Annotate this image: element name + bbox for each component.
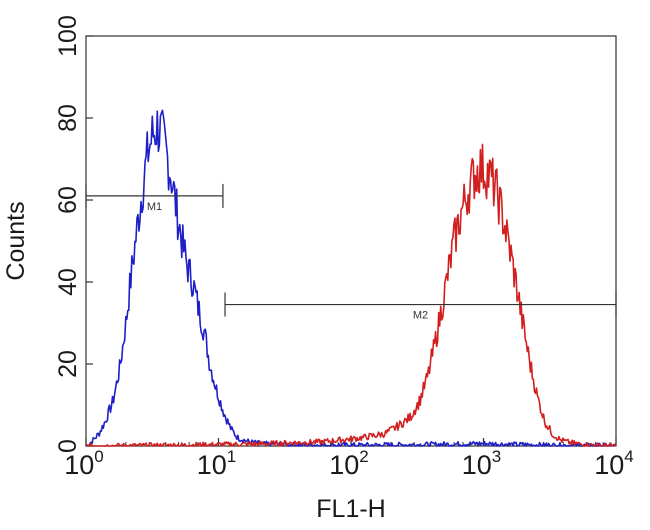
x-axis-ticks: 100 101 102 103 104 bbox=[64, 438, 634, 480]
x-tick-exponent: 3 bbox=[492, 447, 501, 466]
x-tick-base: 10 bbox=[64, 450, 94, 480]
x-tick-label: 101 bbox=[197, 447, 237, 480]
x-tick-label: 102 bbox=[329, 447, 369, 480]
y-tick-label: 80 bbox=[54, 104, 82, 132]
x-tick-base: 10 bbox=[329, 450, 359, 480]
gates-layer: M1 M2 bbox=[85, 183, 617, 322]
y-tick-label: 100 bbox=[54, 15, 82, 57]
x-tick-exponent: 2 bbox=[359, 447, 368, 466]
histogram-series-line bbox=[85, 143, 617, 447]
gate-label: M1 bbox=[147, 201, 162, 213]
x-tick-exponent: 4 bbox=[624, 447, 633, 466]
x-axis-label: FL1-H bbox=[316, 495, 385, 523]
x-tick-label: 100 bbox=[64, 447, 104, 480]
y-axis-ticks: 0 20 40 60 80 100 bbox=[54, 15, 93, 453]
x-tick-label: 104 bbox=[594, 447, 634, 480]
x-tick-exponent: 0 bbox=[94, 447, 103, 466]
x-tick-base: 10 bbox=[197, 450, 227, 480]
histogram-series-line bbox=[85, 109, 617, 447]
y-tick-label: 60 bbox=[54, 186, 82, 214]
x-tick-exponent: 1 bbox=[227, 447, 236, 466]
y-tick-label: 20 bbox=[54, 350, 82, 378]
y-tick-label: 0 bbox=[54, 439, 82, 453]
x-tick-base: 10 bbox=[594, 450, 624, 480]
y-axis-label: Counts bbox=[2, 201, 30, 280]
plot-frame bbox=[85, 35, 617, 447]
x-tick-base: 10 bbox=[462, 450, 492, 480]
y-tick-label: 40 bbox=[54, 268, 82, 296]
x-tick-label: 103 bbox=[462, 447, 502, 480]
gate-label: M2 bbox=[413, 310, 428, 322]
series-layer bbox=[85, 109, 617, 447]
